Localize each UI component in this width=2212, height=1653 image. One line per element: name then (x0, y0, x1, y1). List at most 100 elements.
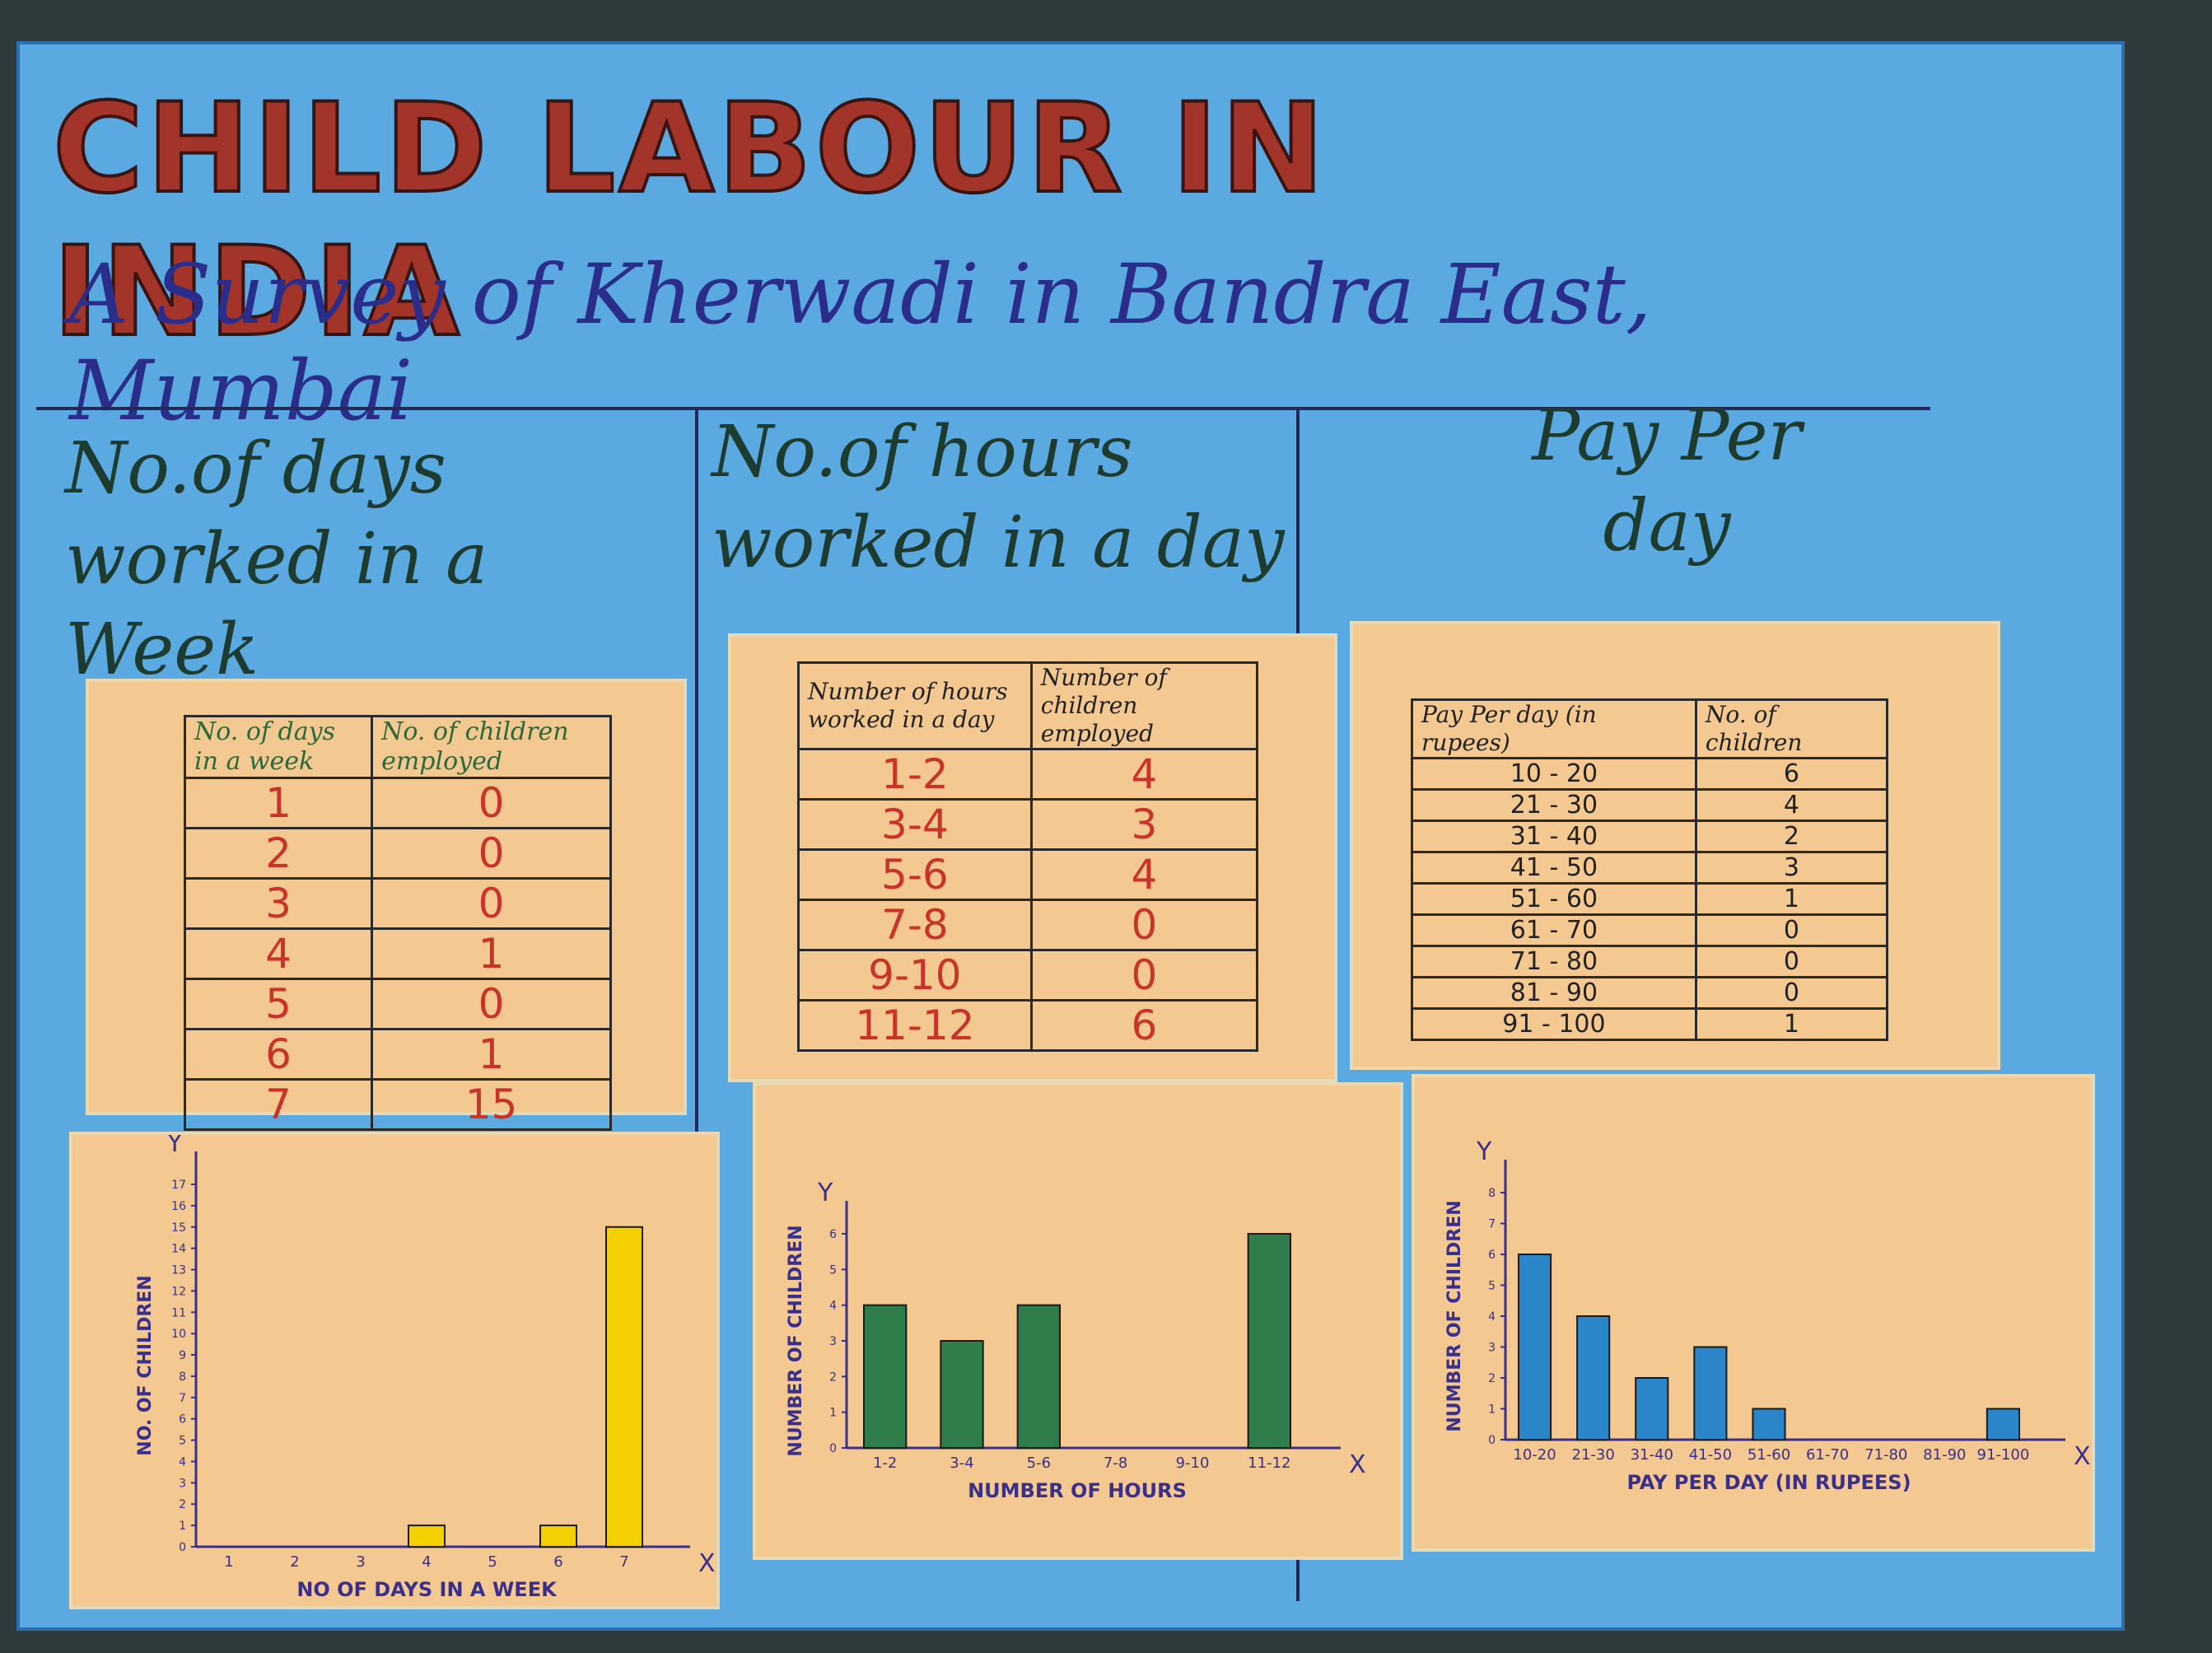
table-row: 81 - 90 0 (1411, 976, 1889, 1010)
x-tick-label: 31-40 (1631, 1446, 1673, 1464)
y-tick-label: 5 (179, 1435, 186, 1448)
y-tick-label: 0 (179, 1541, 186, 1554)
bar (940, 1340, 984, 1449)
section-2-heading-line1: No.of hours (712, 411, 1133, 493)
x-tick-label: 1-2 (873, 1455, 897, 1472)
table-cell: 11-12 (797, 999, 1033, 1052)
x-tick-label: 7-8 (1104, 1455, 1127, 1472)
y-tick-label: 6 (829, 1228, 837, 1241)
table-cell: 21 - 30 (1411, 788, 1697, 822)
table-cell: 3 (183, 877, 374, 930)
table-header-cell: Number of children employed (1029, 661, 1259, 750)
header-rule (36, 407, 1930, 410)
table-cell: 4 (1029, 748, 1259, 801)
bar (1635, 1377, 1669, 1441)
table-cell: 4 (1029, 848, 1259, 901)
table-cell: 7-8 (797, 899, 1033, 951)
section-3-heading-line2: day (1603, 485, 1731, 567)
section-2-heading: No.of hours worked in a day (712, 407, 1288, 588)
section-2-heading-line2: worked in a day (712, 502, 1285, 584)
x-tick-label: 51-60 (1748, 1446, 1790, 1464)
table-header-cell: No. of children employed (371, 715, 612, 779)
section-3-heading-line1: Pay Per (1532, 395, 1802, 477)
table-cell: 3 (1694, 851, 1889, 885)
section-1-heading: No.of days worked in a Week (65, 423, 691, 695)
table-cell: 9-10 (797, 949, 1033, 1002)
x-axis-label: PAY PER DAY (IN RUPEES) (1626, 1471, 1911, 1494)
table-header-cell: No. of days in a week (183, 715, 374, 779)
x-tick-label: 61-70 (1806, 1446, 1849, 1464)
x-axis-letter: X (2074, 1442, 2091, 1471)
x-tick-label: 21-30 (1572, 1446, 1615, 1464)
bar (1693, 1346, 1728, 1441)
table-cell: 4 (1694, 788, 1889, 822)
table-cell: 0 (1694, 945, 1889, 978)
bar (1247, 1233, 1292, 1449)
table-row: 7-8 0 (797, 899, 1259, 951)
table-card-hours: Number of hours worked in a day Number of… (728, 633, 1337, 1082)
table-cell: 41 - 50 (1411, 851, 1697, 885)
y-axis-letter: Y (1476, 1137, 1492, 1166)
table-row: 71 - 80 0 (1411, 945, 1889, 978)
x-tick-label: 3-4 (950, 1455, 973, 1472)
x-tick-label: 7 (619, 1553, 628, 1571)
y-axis-letter: Y (817, 1179, 833, 1207)
table-cell: 51 - 60 (1411, 882, 1697, 916)
table-cell: 6 (1694, 757, 1889, 791)
y-tick-label: 0 (1488, 1434, 1496, 1447)
table-cell: 1 (371, 1028, 612, 1081)
table-cell: 0 (1029, 899, 1259, 951)
table-hours-per-day: Number of hours worked in a day Number of… (797, 661, 1259, 1052)
poster-title: CHILD LABOUR IN INDIA (51, 76, 1328, 366)
table-header-row: Pay Per day (in rupees) No. of children (1411, 698, 1889, 759)
table-cell: 0 (371, 877, 612, 930)
y-tick-label: 3 (829, 1335, 837, 1348)
table-row: 21 - 30 4 (1411, 788, 1889, 822)
x-tick-label: 5-6 (1027, 1455, 1051, 1472)
x-axis-letter: X (698, 1549, 716, 1578)
chart-card-hours: X Y 0 1 2 3 4 5 6 1-2 3-4 5-6 7-8 9-10 11-12 NUMBER OF … (753, 1082, 1403, 1560)
table-cell: 91 - 100 (1411, 1007, 1697, 1041)
x-axis-label: NUMBER OF HOURS (968, 1479, 1187, 1502)
table-row: 61 - 70 0 (1411, 913, 1889, 947)
y-tick-label: 1 (829, 1407, 837, 1420)
bar (408, 1525, 446, 1548)
y-tick-label: 0 (829, 1442, 837, 1455)
table-card-days: No. of days in a week No. of children emp… (86, 679, 687, 1131)
table-cell: 10 - 20 (1411, 757, 1697, 791)
y-tick-label: 12 (171, 1285, 186, 1298)
x-tick-label: 81-90 (1923, 1446, 1966, 1464)
table-row: 9-10 0 (797, 949, 1259, 1002)
table-days-per-week: No. of days in a week No. of children emp… (183, 715, 612, 1131)
section-3-heading: Pay Per day (1420, 390, 1914, 572)
table-cell: 0 (1694, 913, 1889, 947)
table-cell: 61 - 70 (1411, 913, 1697, 947)
section-1-heading-line2: worked in a Week (65, 518, 488, 691)
table-row: 41 - 50 3 (1411, 851, 1889, 885)
y-tick-label: 4 (829, 1300, 837, 1313)
table-row: 91 - 100 1 (1411, 1007, 1889, 1041)
y-tick-label: 1 (1488, 1403, 1496, 1417)
y-tick-label: 15 (171, 1221, 186, 1235)
y-tick-label: 11 (171, 1306, 186, 1319)
table-header-row: No. of days in a week No. of children emp… (183, 715, 612, 779)
x-tick-label: 91-100 (1977, 1446, 2030, 1464)
table-header-cell: No. of children (1694, 698, 1889, 759)
y-tick-label: 7 (1488, 1218, 1496, 1231)
table-cell: 0 (371, 827, 612, 880)
table-cell: 15 (371, 1078, 612, 1131)
x-axis-letter: X (1349, 1450, 1366, 1479)
table-cell: 3 (1029, 798, 1259, 851)
table-cell: 1 (1694, 1007, 1889, 1041)
table-cell: 1 (371, 927, 612, 980)
x-axis-label: NO OF DAYS IN A WEEK (296, 1578, 558, 1601)
table-cell: 3-4 (797, 798, 1033, 851)
bar (1752, 1408, 1786, 1441)
